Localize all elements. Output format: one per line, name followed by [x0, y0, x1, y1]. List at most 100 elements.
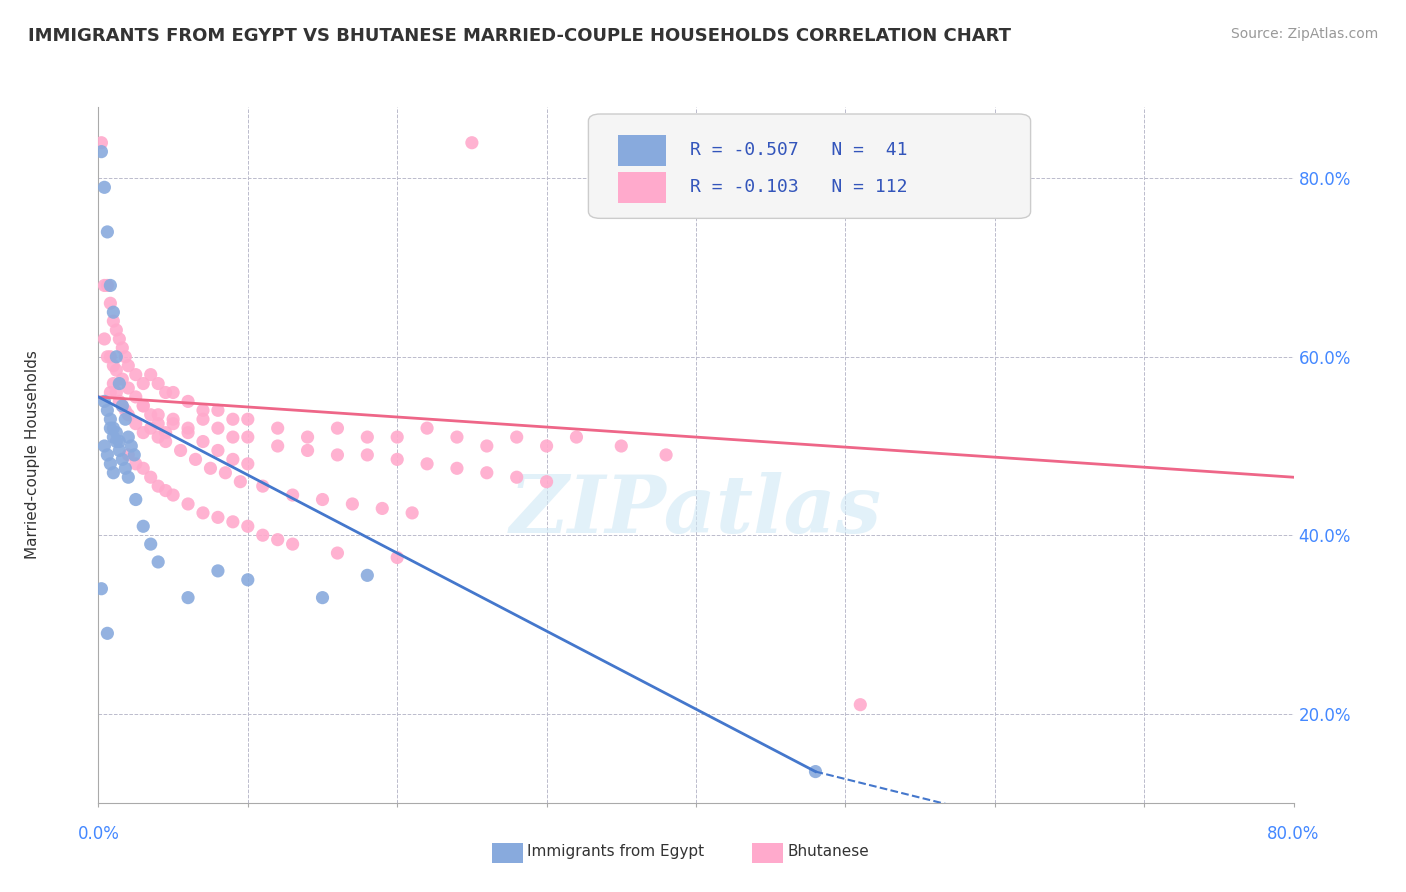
Point: [155, 434, 177, 449]
Point: [162, 412, 184, 426]
Point: [177, 421, 200, 435]
Point: [117, 408, 139, 422]
Bar: [619, 135, 666, 166]
Point: [139, 470, 162, 484]
Point: [155, 425, 177, 440]
Point: [222, 430, 245, 444]
Point: [191, 403, 214, 417]
Point: [117, 448, 139, 462]
Text: Source: ZipAtlas.com: Source: ZipAtlas.com: [1230, 27, 1378, 41]
Point: [103, 430, 125, 444]
Point: [117, 470, 139, 484]
Point: [446, 430, 468, 444]
Point: [111, 452, 134, 467]
Point: [326, 421, 349, 435]
Point: [207, 403, 229, 417]
Point: [139, 368, 162, 382]
Point: [222, 452, 245, 467]
Point: [446, 461, 468, 475]
Point: [103, 466, 125, 480]
Point: [655, 448, 678, 462]
Point: [281, 488, 304, 502]
Point: [191, 506, 214, 520]
Point: [132, 461, 155, 475]
Point: [139, 421, 162, 435]
Point: [96, 448, 118, 462]
Point: [326, 546, 349, 560]
Point: [117, 381, 139, 395]
Point: [125, 457, 148, 471]
Point: [297, 430, 319, 444]
Bar: [619, 172, 666, 203]
Point: [356, 430, 378, 444]
Point: [311, 492, 333, 507]
Point: [169, 443, 191, 458]
Point: [98, 412, 122, 426]
Point: [236, 412, 259, 426]
Point: [342, 497, 364, 511]
Point: [105, 363, 128, 377]
Point: [536, 439, 558, 453]
Point: [252, 528, 274, 542]
Point: [297, 443, 319, 458]
Point: [506, 430, 529, 444]
Point: [356, 448, 378, 462]
Point: [98, 278, 122, 293]
Point: [326, 448, 349, 462]
Point: [111, 341, 134, 355]
Point: [132, 376, 155, 391]
Point: [93, 439, 115, 453]
Point: [200, 461, 222, 475]
Text: Bhutanese: Bhutanese: [787, 845, 869, 859]
Point: [849, 698, 872, 712]
Point: [207, 564, 229, 578]
Point: [98, 296, 122, 310]
Point: [105, 350, 128, 364]
Point: [111, 399, 134, 413]
Point: [108, 376, 131, 391]
Point: [148, 430, 170, 444]
Point: [475, 466, 498, 480]
Point: [148, 376, 170, 391]
Point: [191, 434, 214, 449]
Point: [105, 434, 128, 449]
Point: [93, 180, 115, 194]
Point: [416, 457, 439, 471]
Text: Immigrants from Egypt: Immigrants from Egypt: [527, 845, 704, 859]
Point: [148, 417, 170, 431]
Point: [103, 314, 125, 328]
Point: [90, 145, 112, 159]
Point: [177, 394, 200, 409]
Point: [98, 457, 122, 471]
Point: [162, 417, 184, 431]
Point: [132, 399, 155, 413]
Point: [90, 136, 112, 150]
Point: [96, 225, 118, 239]
Point: [267, 533, 290, 547]
Point: [90, 582, 112, 596]
Point: [120, 439, 142, 453]
Point: [117, 430, 139, 444]
Point: [96, 403, 118, 417]
Point: [207, 421, 229, 435]
Point: [177, 497, 200, 511]
Text: R = -0.103   N = 112: R = -0.103 N = 112: [690, 178, 907, 196]
Point: [371, 501, 394, 516]
Point: [114, 461, 136, 475]
Text: 80.0%: 80.0%: [1267, 825, 1320, 843]
Point: [385, 430, 409, 444]
Point: [356, 568, 378, 582]
Point: [385, 452, 409, 467]
Point: [132, 399, 155, 413]
Point: [177, 425, 200, 440]
Point: [108, 443, 131, 458]
Text: ZIPatlas: ZIPatlas: [510, 472, 882, 549]
Point: [98, 385, 122, 400]
Point: [207, 443, 229, 458]
Point: [125, 368, 148, 382]
Point: [177, 591, 200, 605]
Point: [214, 466, 236, 480]
Point: [155, 385, 177, 400]
Point: [125, 390, 148, 404]
Point: [111, 372, 134, 386]
